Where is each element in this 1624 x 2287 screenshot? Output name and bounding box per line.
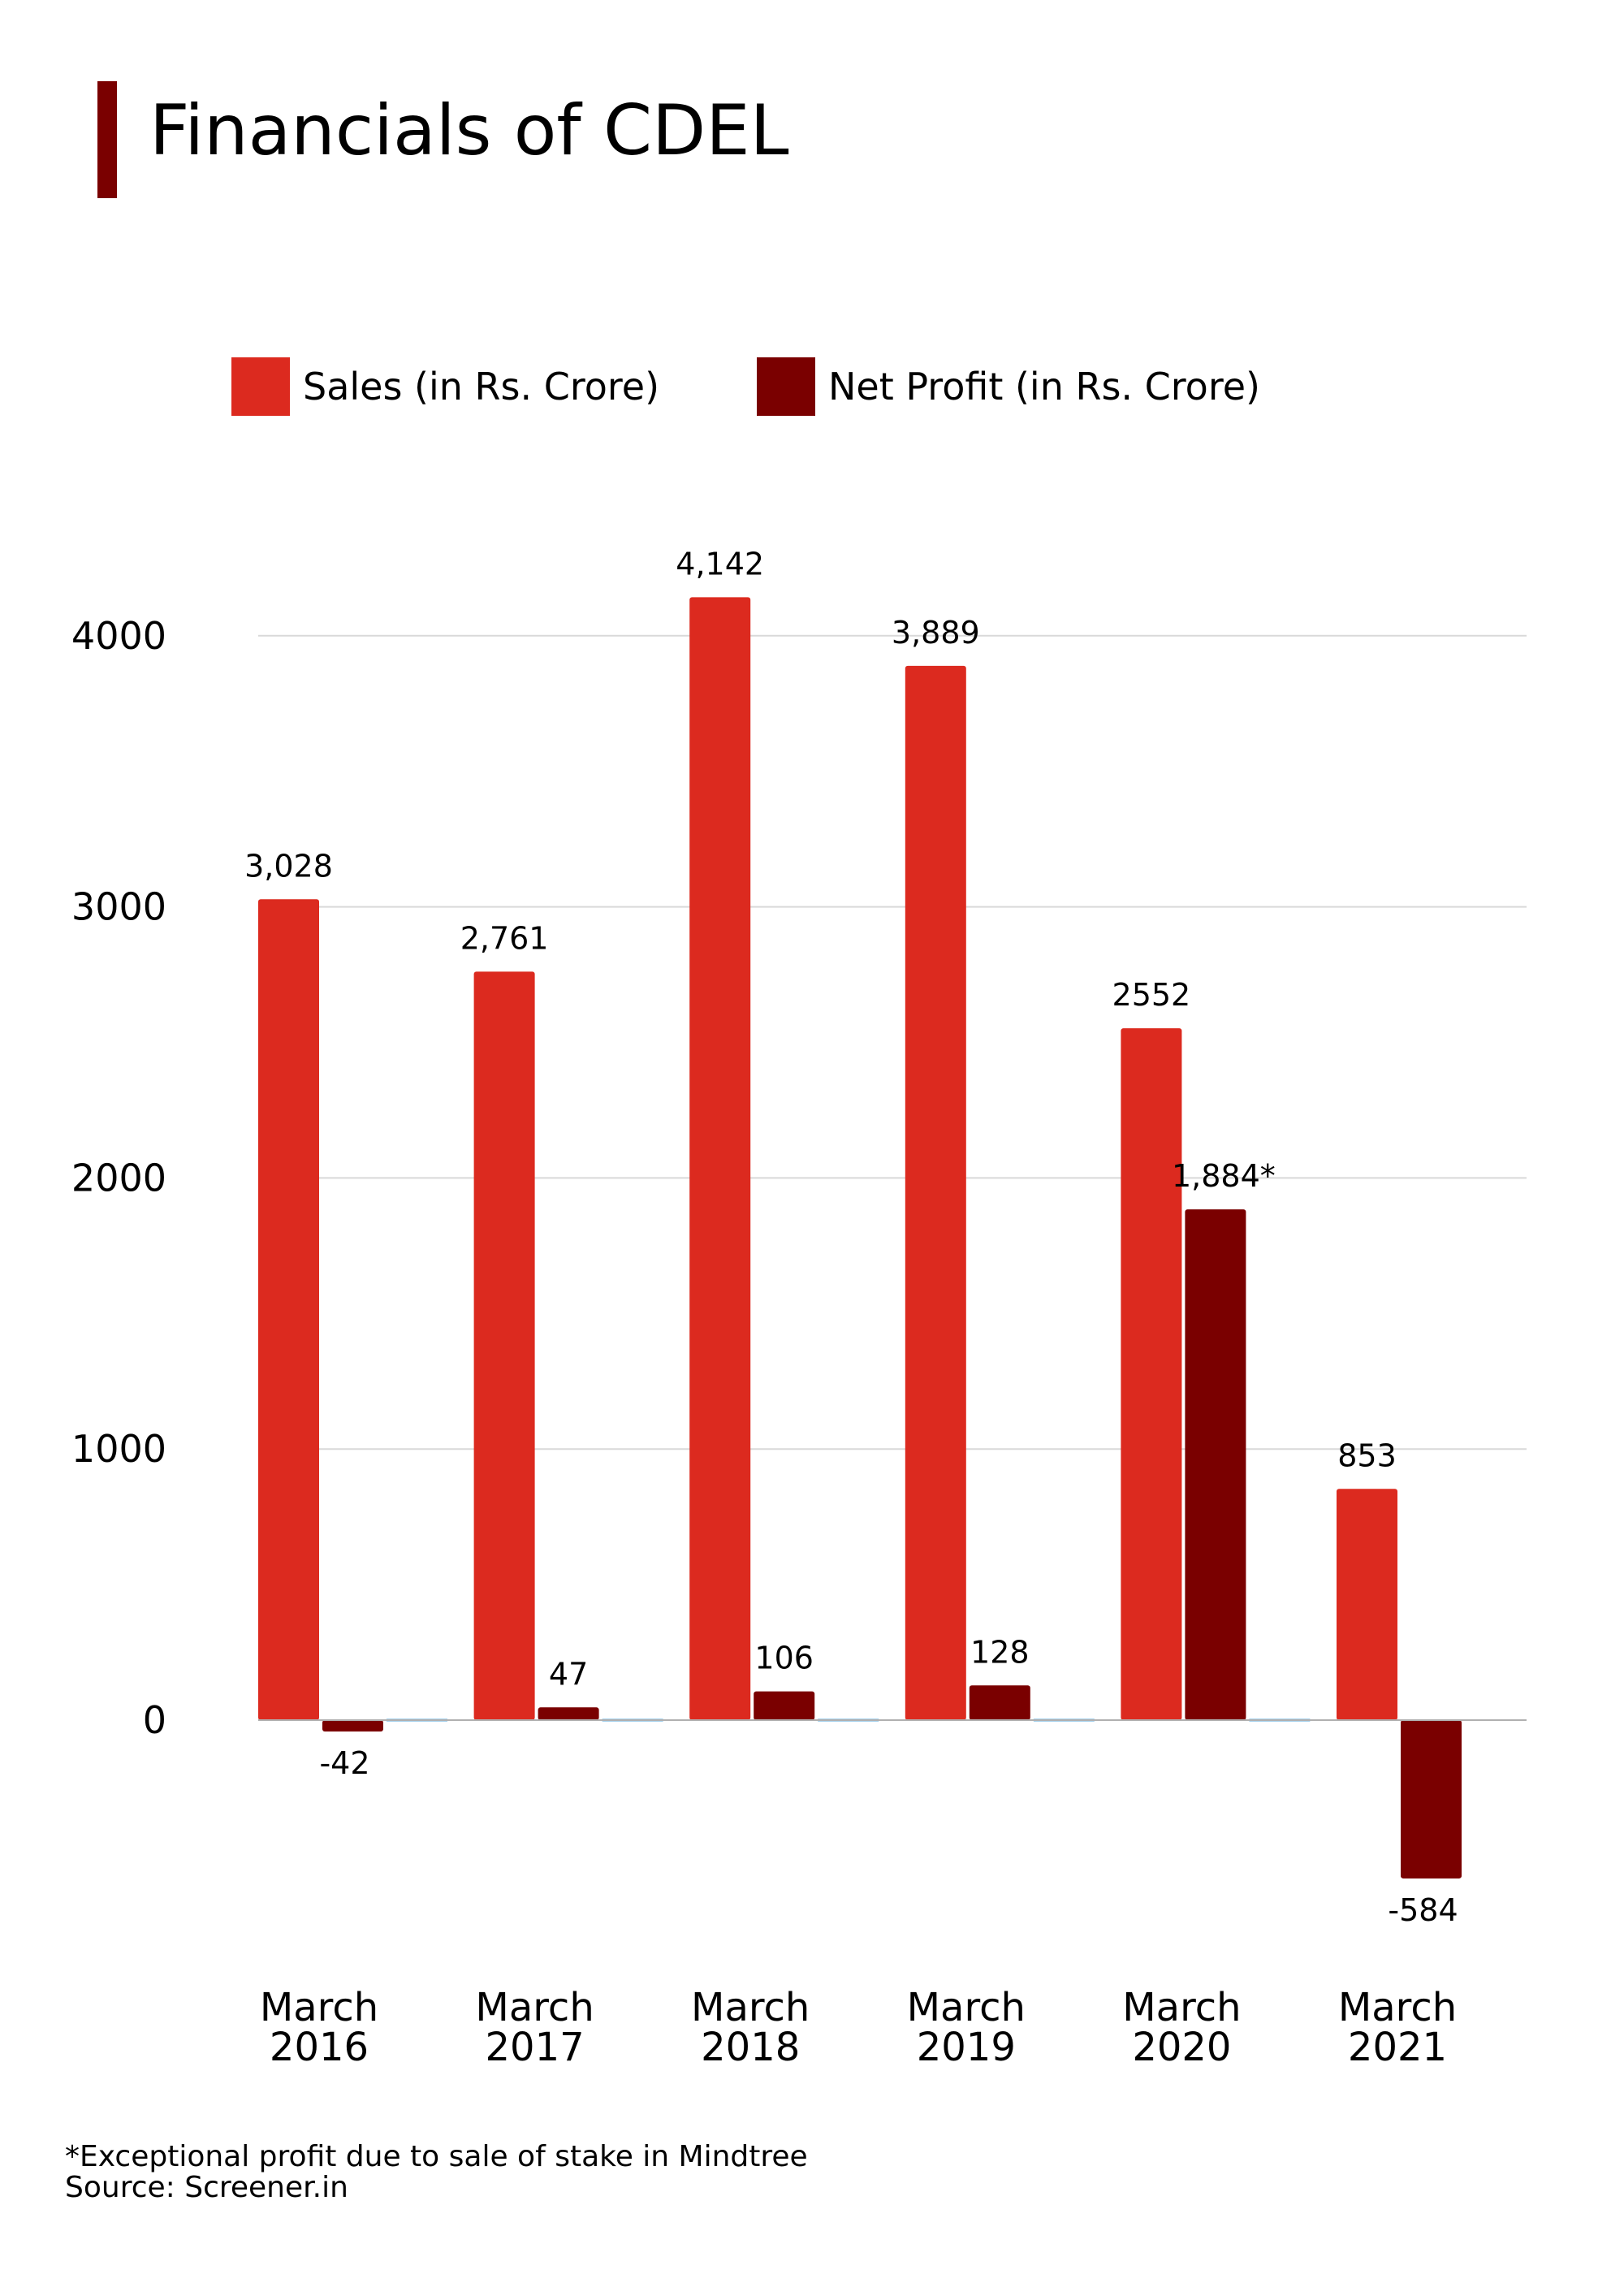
bar-net-profit [322, 1720, 383, 1732]
x-tick-label: 2019 [917, 2025, 1016, 2070]
data-label-sales: 2,761 [460, 920, 549, 956]
bar-net-profit [538, 1707, 599, 1720]
legend-label-net-profit: Net Profit (in Rs. Crore) [828, 365, 1260, 409]
x-tick-label: 2018 [701, 2025, 800, 2070]
bar-sales [689, 597, 751, 1720]
x-tick-label: March [1338, 1985, 1457, 2030]
footnote: *Exceptional profit due to sale of stake… [65, 2140, 808, 2173]
data-label-net-profit: -584 [1388, 1892, 1458, 1928]
x-tick-label: March [475, 1985, 594, 2030]
bar-sales [1121, 1028, 1182, 1720]
bar-net-profit [1185, 1209, 1246, 1720]
legend: Sales (in Rs. Crore) Net Profit (in Rs. … [231, 357, 1531, 416]
x-tick-label: 2016 [270, 2025, 369, 2070]
legend-swatch-net-profit [757, 357, 815, 416]
legend-item-net-profit: Net Profit (in Rs. Crore) [757, 357, 1260, 416]
y-tick-label: 4000 [71, 614, 166, 658]
bar-sales [258, 899, 319, 1720]
data-label-net-profit: 1,884* [1172, 1158, 1276, 1194]
data-label-net-profit: -42 [319, 1745, 369, 1781]
data-label-net-profit: 106 [754, 1641, 814, 1676]
data-label-sales: 4,142 [676, 546, 764, 581]
x-tick-label: 2017 [486, 2025, 585, 2070]
x-tick-label: March [260, 1985, 378, 2030]
x-tick-label: March [691, 1985, 810, 2030]
data-label-net-profit: 128 [970, 1634, 1030, 1670]
bar-sales [905, 665, 966, 1720]
title-accent-bar [97, 81, 117, 198]
data-label-sales: 853 [1337, 1437, 1397, 1473]
x-tick-label: March [907, 1985, 1026, 2030]
bar-net-profit [754, 1691, 815, 1720]
y-tick-label: 2000 [71, 1156, 166, 1200]
y-tick-label: 1000 [71, 1427, 166, 1471]
y-tick-label: 3000 [71, 885, 166, 929]
bar-net-profit [969, 1685, 1030, 1720]
x-tick-label: 2020 [1132, 2025, 1231, 2070]
data-label-sales: 3,889 [892, 615, 980, 651]
legend-label-sales: Sales (in Rs. Crore) [303, 365, 660, 409]
legend-item-sales: Sales (in Rs. Crore) [231, 357, 659, 416]
data-label-net-profit: 47 [549, 1656, 588, 1692]
data-label-sales: 2552 [1112, 977, 1191, 1013]
data-label-sales: 3,028 [244, 848, 333, 884]
bar-sales [473, 971, 535, 1720]
chart-title: Financials of CDEL [149, 90, 789, 171]
y-tick-label: 0 [143, 1698, 166, 1742]
bar-net-profit [1401, 1720, 1462, 1878]
x-tick-label: 2021 [1348, 2025, 1447, 2070]
bar-sales [1337, 1489, 1397, 1720]
x-tick-label: March [1122, 1985, 1241, 2030]
source-note: Source: Screener.in [65, 2171, 348, 2204]
legend-swatch-sales [231, 357, 290, 416]
